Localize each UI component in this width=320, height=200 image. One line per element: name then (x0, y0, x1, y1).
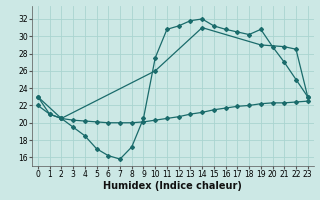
X-axis label: Humidex (Indice chaleur): Humidex (Indice chaleur) (103, 181, 242, 191)
